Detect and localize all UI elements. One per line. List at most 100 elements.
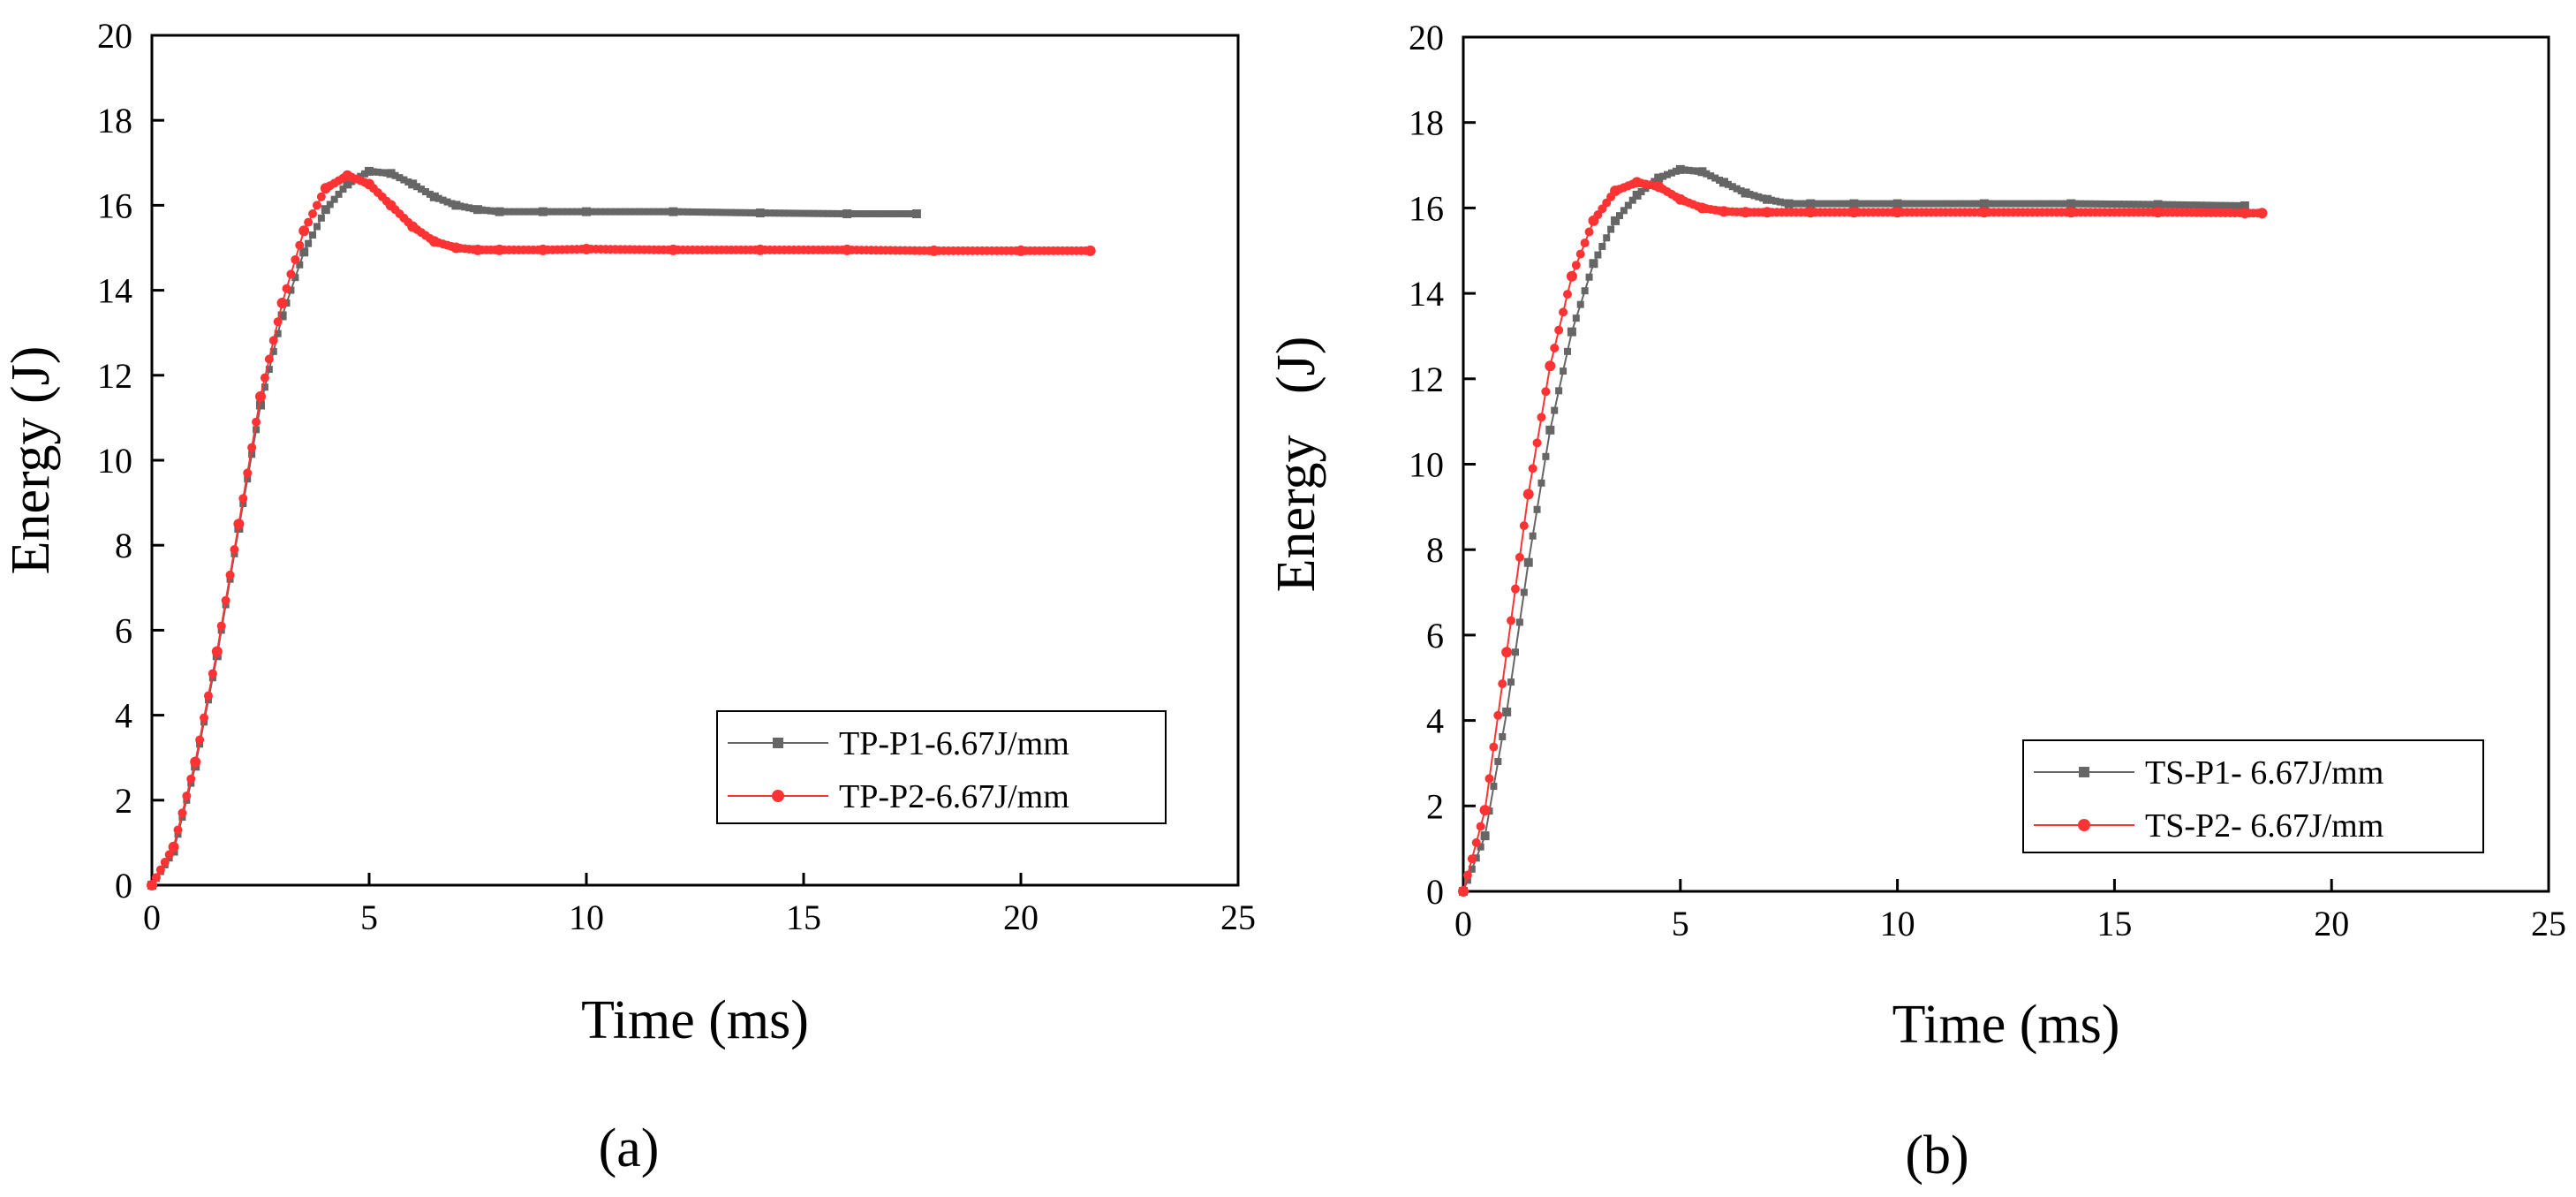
series-marker [413,183,421,191]
series-marker [669,208,677,216]
series-marker [1884,200,1892,208]
x-tick-label: 5 [1672,904,1689,943]
series-marker [309,231,317,239]
series-marker [583,208,590,216]
series-marker [1462,870,1472,880]
series-marker [501,208,509,216]
series-marker [1571,261,1581,270]
series-marker [1889,200,1897,208]
series-marker [2081,200,2089,208]
series-marker [253,426,261,434]
series-marker [221,595,230,605]
series-marker [1598,242,1606,250]
series-marker [2222,201,2230,209]
series-marker [1528,464,1537,473]
series-marker [1759,194,1767,202]
series-marker [1681,166,1688,174]
series-marker [2130,201,2138,208]
series-marker [252,417,261,427]
series-marker [766,209,774,217]
series-marker [1559,307,1568,317]
series-marker [2038,200,2046,208]
series-marker [1507,616,1516,625]
series-marker [1511,648,1519,656]
series-marker [1507,678,1515,686]
series-marker [216,621,226,631]
series-marker [795,209,803,217]
series-marker [2052,200,2060,208]
legend-box [2022,739,2484,853]
series-marker [1807,200,1815,208]
series-marker [2144,201,2152,208]
series-marker [2149,201,2157,208]
series-marker [819,209,827,217]
series-marker [2231,201,2239,209]
series-marker [800,209,807,217]
series-marker [1923,200,1930,208]
series-marker [578,208,585,216]
series-1 [1459,164,2249,896]
y-tick-label: 18 [97,101,132,140]
series-marker [247,443,257,452]
series-marker [674,208,682,216]
series-marker [2043,200,2051,208]
series-marker [286,269,296,279]
series-marker [1750,192,1758,200]
series-marker [1545,361,1555,371]
series-marker [178,808,187,818]
series-marker [1970,200,1978,208]
series-marker [186,774,196,784]
series-marker [563,208,571,216]
series-marker [274,330,282,337]
series-marker [2058,200,2066,208]
series-marker [1946,200,1954,208]
legend-box [716,710,1167,824]
series-marker [718,208,726,216]
series-marker [2197,201,2205,209]
panel-label: (b) [1905,1125,1968,1186]
y-tick-label: 4 [1426,701,1444,741]
series-marker [558,208,566,216]
series-marker [1716,176,1724,184]
x-axis-title: Time (ms) [581,990,809,1050]
series-marker [1703,170,1711,178]
x-tick-label: 20 [1003,898,1039,937]
series-marker [1551,406,1559,414]
series-marker [1840,200,1848,208]
series-marker [1628,196,1636,204]
series-marker [1719,178,1727,186]
x-tick-label: 0 [143,898,161,937]
series-marker [478,206,486,214]
series-marker [505,208,513,216]
series-marker [2187,201,2195,209]
series-marker [291,274,299,282]
series-marker [1581,287,1589,295]
series-marker [1563,347,1571,355]
series-marker [256,391,265,401]
series-marker [461,203,469,211]
series-marker [1689,167,1697,175]
panel-label: (a) [599,1118,660,1178]
series-marker [1494,758,1502,766]
series-marker [2125,201,2133,208]
series-marker [2183,201,2191,209]
series-marker [1903,200,1911,208]
series-marker [265,366,273,374]
series-marker [592,208,600,216]
series-marker [2193,201,2201,209]
series-marker [308,209,318,219]
series-marker [597,208,605,216]
series-marker [1864,200,1872,208]
legend-label: TP-P2-6.67J/mm [839,778,1069,815]
series-marker [1870,200,1877,208]
series-marker [374,168,381,176]
series-marker [894,210,902,218]
series-marker [434,194,442,202]
series-marker [573,208,581,216]
series-marker [1576,300,1584,308]
series-marker [430,193,438,201]
series-marker [409,180,417,188]
series-marker [775,209,783,217]
series-marker [312,201,321,210]
series-marker [2257,208,2267,218]
